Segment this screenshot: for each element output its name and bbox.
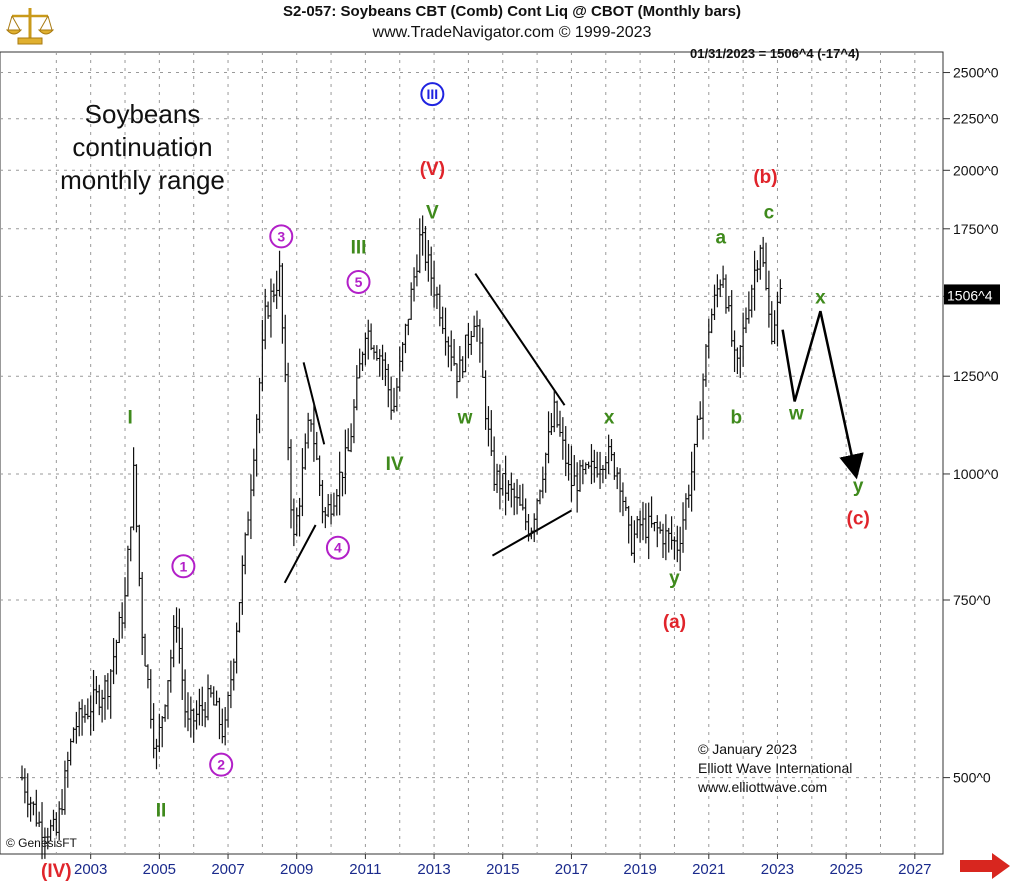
x-tick-label: 2007 — [211, 861, 244, 878]
price-bars — [20, 215, 783, 860]
x-tick-label: 2015 — [486, 861, 519, 878]
wave-label: b — [730, 408, 742, 429]
price-readout: 01/31/2023 = 1506^4 (-17^4) — [690, 46, 860, 61]
x-tick-label: 2017 — [555, 861, 588, 878]
wave-label: IV — [386, 454, 404, 475]
y-tick-label: 2250^0 — [953, 111, 999, 127]
wave-label: (IV) — [41, 861, 72, 882]
wave-label: (a) — [663, 612, 686, 633]
y-axis: 500^0 750^0 1000^0 1250^0 1750^0 2000^0 2250^0… — [943, 65, 999, 786]
last-price-box — [944, 284, 1000, 305]
wave-label: a — [716, 227, 727, 248]
wave-label-circle — [171, 554, 196, 579]
x-tick-label: 2025 — [829, 861, 862, 878]
copyright-block: © January 2023 Elliott Wave Internationa… — [698, 740, 852, 797]
grid-lines — [0, 52, 943, 854]
y-tick-label: 2000^0 — [953, 162, 999, 178]
annotation-line: monthly range — [60, 165, 225, 195]
wave-label: 5 — [355, 274, 363, 290]
y-tick-label: 2500^0 — [953, 65, 999, 81]
x-tick-label: 2019 — [623, 861, 656, 878]
chart-subtitle: www.TradeNavigator.com © 1999-2023 — [372, 24, 652, 41]
annotation-line: continuation — [72, 132, 213, 162]
trend-line — [283, 524, 317, 584]
wave-label: III — [351, 238, 367, 259]
wave-label-circle — [420, 82, 445, 107]
wave-label: V — [426, 203, 439, 224]
wave-label: w — [457, 408, 473, 429]
x-tick-label: 2009 — [280, 861, 313, 878]
data-source: © GenesisFT — [6, 836, 77, 850]
projection-path — [781, 310, 864, 480]
wave-label: (V) — [420, 159, 445, 180]
x-axis: 2003 2005 2007 2009 2011 2013 2015 2017 2019 2021… — [74, 854, 932, 878]
wave-label: III — [427, 86, 439, 102]
trend-line — [474, 273, 566, 406]
trend-lines — [283, 273, 572, 584]
x-tick-label: 2027 — [898, 861, 931, 878]
x-tick-label: 2011 — [349, 861, 381, 878]
x-tick-label: 2005 — [143, 861, 176, 878]
wave-label: 1 — [179, 558, 187, 574]
wave-label: (c) — [847, 509, 870, 530]
chart-annotation: Soybeans continuation monthly range — [40, 98, 245, 197]
y-tick-label: 750^0 — [953, 592, 991, 608]
wave-label-circle — [325, 535, 350, 560]
wave-label: c — [764, 203, 775, 224]
wave-label-circle — [269, 224, 294, 249]
wave-label: w — [788, 404, 804, 425]
wave-label: 3 — [277, 228, 285, 244]
copyright-date: © January 2023 — [698, 741, 798, 757]
right-arrow-icon — [960, 853, 1010, 879]
wave-label-circle — [346, 269, 371, 294]
y-tick-label: 1000^0 — [953, 466, 999, 482]
scales-logo-icon — [5, 8, 55, 45]
wave-label: 2 — [217, 757, 225, 773]
y-tick-label: 1750^0 — [953, 221, 999, 237]
wave-label: 4 — [334, 540, 342, 556]
wave-label: x — [604, 408, 615, 429]
copyright-url: www.elliottwave.com — [698, 779, 828, 795]
wave-label: y — [853, 476, 864, 497]
wave-label: I — [128, 408, 133, 429]
copyright-company: Elliott Wave International — [698, 760, 853, 776]
x-tick-label: 2021 — [692, 861, 725, 878]
y-tick-label: 500^0 — [953, 770, 991, 786]
y-tick-label: 1250^0 — [953, 368, 999, 384]
annotation-line: Soybeans — [84, 99, 201, 129]
plot-area — [0, 51, 944, 855]
x-tick-label: 2013 — [417, 861, 450, 878]
x-tick-label: 2003 — [74, 861, 107, 878]
projection-line — [781, 310, 864, 480]
wave-label: x — [815, 287, 826, 308]
last-price-tag: 1506^4 — [944, 284, 1000, 305]
x-tick-label: 2023 — [761, 861, 794, 878]
wave-label: (b) — [753, 167, 777, 188]
chart-title: S2-057: Soybeans CBT (Comb) Cont Liq @ C… — [283, 3, 741, 20]
wave-label: y — [669, 568, 680, 589]
last-price-label: 1506^4 — [947, 287, 993, 303]
wave-label-circle — [209, 752, 234, 777]
wave-label: II — [156, 800, 167, 821]
